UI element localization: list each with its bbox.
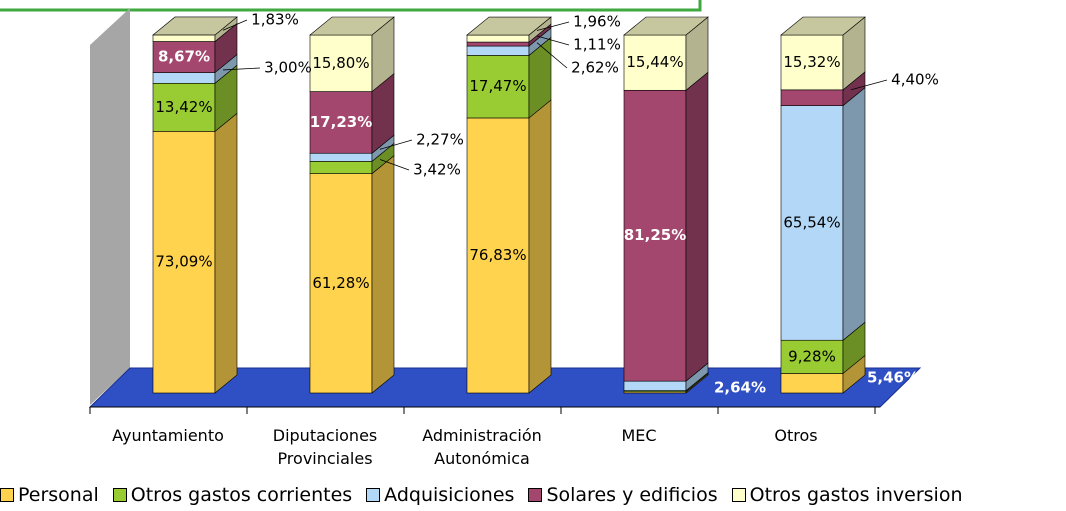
legend-label: Solares y edificios [546,484,718,506]
bar-segment [152,72,216,84]
data-label: 2,27% [416,131,464,149]
bar-segment [623,34,687,91]
data-label: 1,83% [251,11,299,29]
data-label: 15,80% [312,54,369,72]
leader-line [222,19,248,31]
bar-segment [309,161,373,174]
bar-segment [466,34,530,43]
bar-segment [466,41,530,47]
legend: Personal Otros gastos corrientes Adquisici… [0,484,1066,506]
bar-segment [309,152,373,162]
x-tick-label: Diputaciones Provinciales [272,426,378,468]
bar-segment [466,117,530,394]
data-label: 5,46% [867,369,919,387]
legend-item: Personal [0,484,99,506]
bar-side [214,112,238,394]
leader-line [379,159,410,171]
legend-swatch [112,488,127,502]
bar-segment [623,89,687,382]
data-label: 61,28% [312,274,369,292]
bar-segment [623,380,687,391]
data-label: 3,42% [413,161,461,179]
legend-swatch [731,488,746,502]
legend-label: Adquisiciones [384,484,515,506]
legend-label: Personal [18,484,99,506]
data-label: 8,67% [158,48,210,66]
leader-line [536,35,570,46]
data-label: 1,11% [573,36,621,54]
bar-segment [309,91,373,154]
bar-top [623,16,709,36]
bar-segment [309,34,373,92]
data-label: 65,54% [783,213,840,231]
bar-segment [466,45,530,56]
x-tick-label: Ayuntamiento [112,426,224,445]
leader-line [850,79,888,91]
bar-segment [309,173,373,394]
bar-segment [780,34,844,91]
bar-segment [152,131,216,394]
data-label: 17,47% [469,77,526,95]
data-label: 2,64% [714,379,766,397]
leader-line [222,67,261,71]
data-label: 4,40% [891,71,939,89]
legend-label: Otros gastos corrientes [130,484,353,506]
legend-item: Otros gastos inversion [731,484,963,506]
bar-top [309,16,395,36]
data-label: 15,32% [783,53,840,71]
x-tick-label: Administración Autonómica [422,426,542,468]
legend-item: Otros gastos corrientes [112,484,353,506]
bar-top [152,16,238,36]
bar-segment [780,105,844,341]
data-label: 3,00% [264,59,312,77]
data-label: 13,42% [155,98,212,116]
legend-swatch [0,488,14,502]
data-label: 73,09% [155,253,212,271]
bar-side [371,154,395,394]
x-tick-label: MEC [621,426,657,445]
leader-line [379,139,413,150]
data-label: 1,96% [573,13,621,31]
legend-item: Adquisiciones [366,484,514,506]
bar-segment [152,34,216,42]
bar-side [685,71,709,382]
data-label: 9,28% [788,347,836,365]
legend-swatch [528,488,543,502]
leader-line [536,21,570,31]
bar-segment [780,373,844,394]
bar-segment [780,89,844,106]
legend-swatch [366,488,381,502]
leader-line [536,42,568,69]
x-tick-label: Otros [774,426,818,445]
bar-side [528,99,552,394]
data-label: 17,23% [310,113,372,131]
bar-segment [780,339,844,374]
legend-label: Otros gastos inversion [749,484,963,506]
bar-side [842,86,866,341]
data-label: 76,83% [469,246,526,264]
bar-segment [466,55,530,119]
data-label: 2,62% [571,59,619,77]
back-wall [90,8,130,405]
legend-item: Solares y edificios [528,484,718,506]
bar-top [780,16,866,36]
frame [0,0,702,12]
bar-top [466,16,552,36]
data-label: 81,25% [624,226,686,244]
data-label: 15,44% [626,53,683,71]
